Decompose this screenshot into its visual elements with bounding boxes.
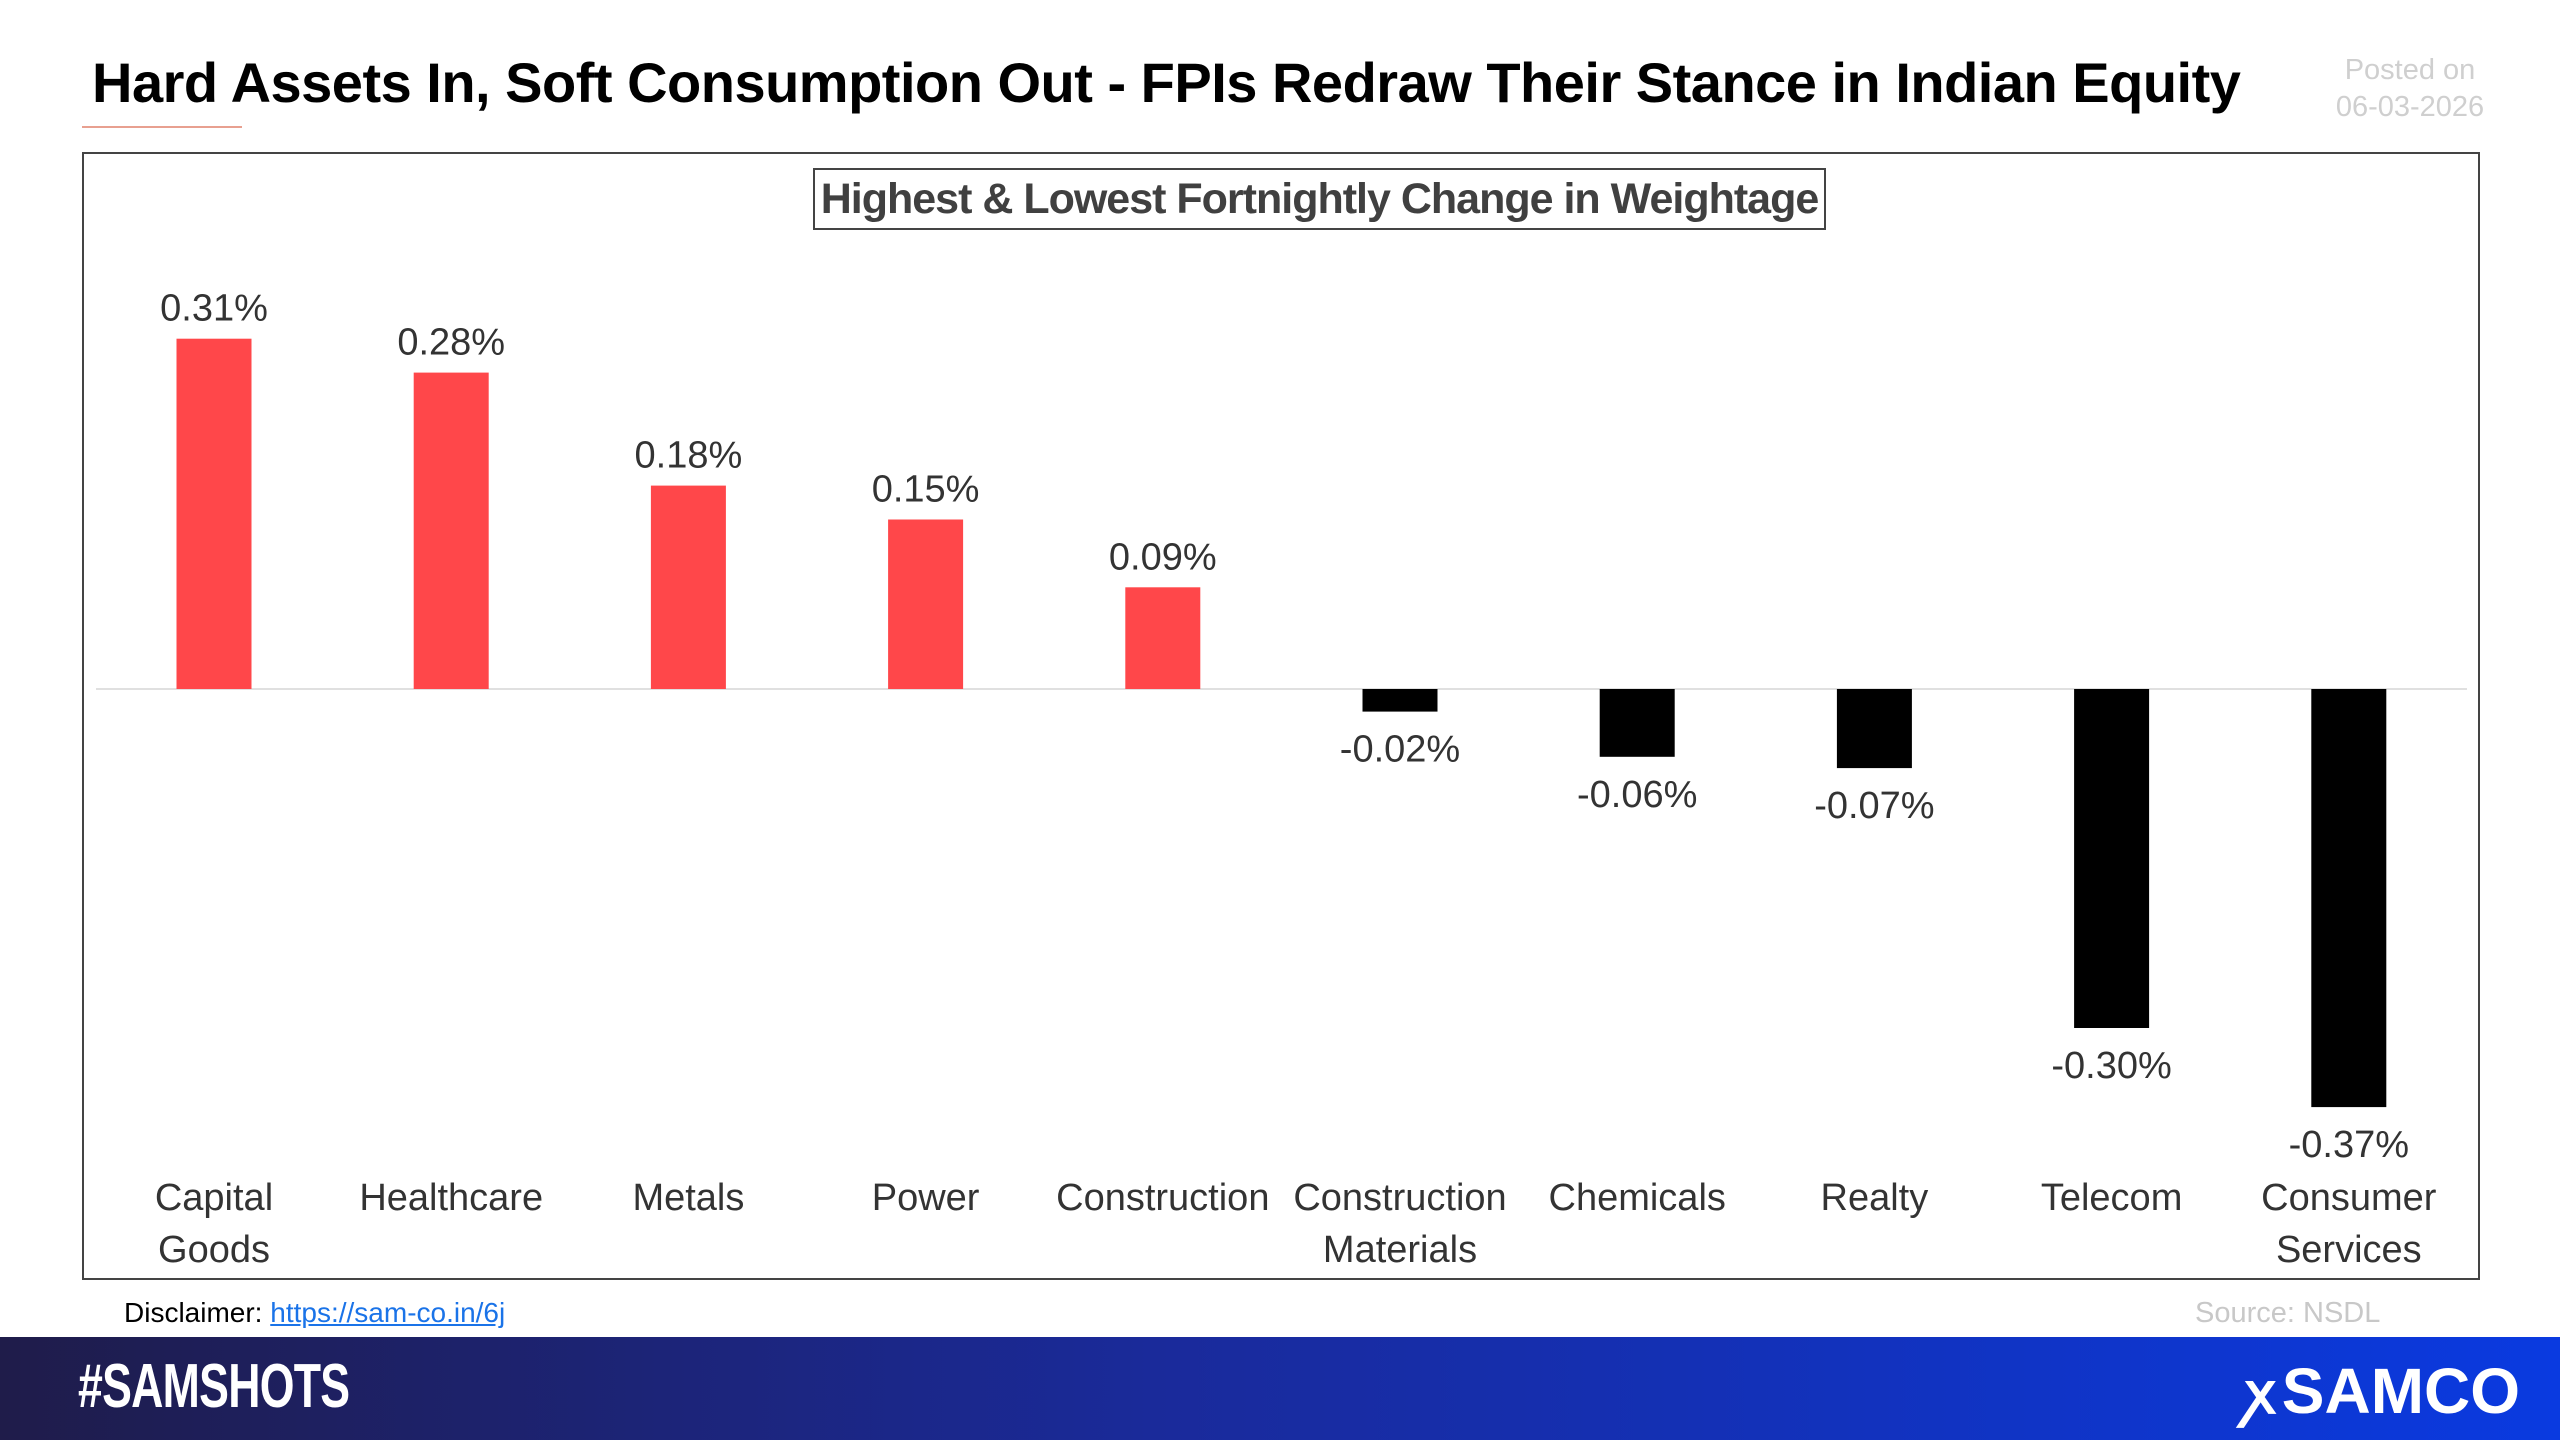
samco-logo: ꭗ SAMCO — [2245, 1351, 2520, 1430]
category-label-0: Capital — [155, 1177, 273, 1219]
category-label-8: Telecom — [2041, 1177, 2183, 1219]
bar-7 — [1836, 689, 1912, 769]
data-label-4: 0.09% — [1109, 536, 1217, 578]
category-label-6: Chemicals — [1549, 1177, 1726, 1219]
data-label-8: -0.30% — [2051, 1045, 2171, 1087]
disclaimer: Disclaimer: https://sam-co.in/6j — [124, 1297, 505, 1329]
bar-5 — [1362, 689, 1438, 712]
data-label-7: -0.07% — [1814, 785, 1934, 827]
bar-0 — [176, 338, 252, 689]
data-label-9: -0.37% — [2289, 1124, 2409, 1166]
data-label-3: 0.15% — [872, 469, 980, 511]
hashtag: #SAMSHOTS — [78, 1352, 350, 1421]
posted-info: Posted on 06-03-2026 — [2310, 52, 2510, 126]
disclaimer-label: Disclaimer: — [124, 1297, 263, 1328]
brand-name: SAMCO — [2281, 1354, 2520, 1427]
bar-6 — [1599, 689, 1675, 757]
category-label-4: Construction — [1056, 1177, 1269, 1219]
data-label-2: 0.18% — [635, 435, 743, 477]
bar-3 — [888, 519, 964, 689]
category-label-3: Power — [872, 1177, 980, 1219]
data-label-5: -0.02% — [1340, 729, 1460, 771]
chart-title: Highest & Lowest Fortnightly Change in W… — [813, 168, 1826, 230]
bar-2 — [650, 485, 726, 689]
data-label-1: 0.28% — [397, 322, 505, 364]
category-label-5: Construction — [1293, 1177, 1506, 1219]
category-label-9: Consumer — [2261, 1177, 2437, 1219]
title-underline — [82, 126, 242, 128]
bar-9 — [2311, 689, 2387, 1108]
data-label-0: 0.31% — [160, 288, 268, 330]
category-label-2: Metals — [632, 1177, 744, 1219]
bar-1 — [413, 372, 489, 689]
category-label-0-line2: Goods — [158, 1229, 270, 1271]
category-label-9-line2: Services — [2276, 1229, 2422, 1271]
source-note: Source: NSDL — [2195, 1297, 2381, 1329]
posted-label: Posted on — [2344, 54, 2476, 86]
bar-4 — [1125, 587, 1201, 689]
data-label-6: -0.06% — [1577, 774, 1697, 816]
samco-logo-icon: ꭗ — [2245, 1361, 2276, 1426]
posted-date: 06-03-2026 — [2335, 91, 2485, 123]
bar-8 — [2074, 689, 2150, 1028]
category-label-1: Healthcare — [359, 1177, 543, 1219]
category-label-7: Realty — [1821, 1177, 1929, 1219]
page-title: Hard Assets In, Soft Consumption Out - F… — [92, 51, 2241, 114]
footer-banner: #SAMSHOTS ꭗ SAMCO — [0, 1337, 2560, 1440]
category-label-5-line2: Materials — [1323, 1229, 1477, 1271]
disclaimer-link[interactable]: https://sam-co.in/6j — [270, 1297, 506, 1328]
chart-frame — [82, 152, 2480, 1280]
